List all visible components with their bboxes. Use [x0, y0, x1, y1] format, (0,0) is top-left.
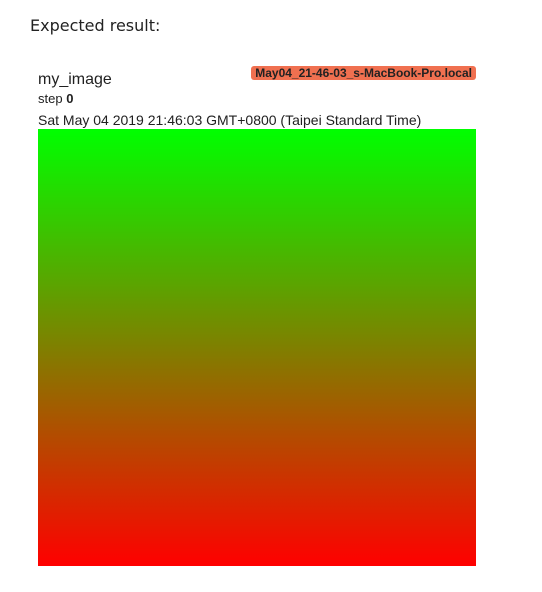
image-timestamp: Sat May 04 2019 21:46:03 GMT+0800 (Taipe…: [38, 112, 422, 128]
expected-result-label: Expected result:: [30, 16, 161, 35]
run-name-badge: May04_21-46-03_s-MacBook-Pro.local: [251, 66, 476, 80]
step-indicator: step 0: [38, 91, 73, 106]
step-value: 0: [66, 91, 74, 106]
image-tag-name: my_image: [38, 71, 112, 88]
gradient-image: [38, 129, 476, 566]
step-label: step: [38, 91, 63, 106]
